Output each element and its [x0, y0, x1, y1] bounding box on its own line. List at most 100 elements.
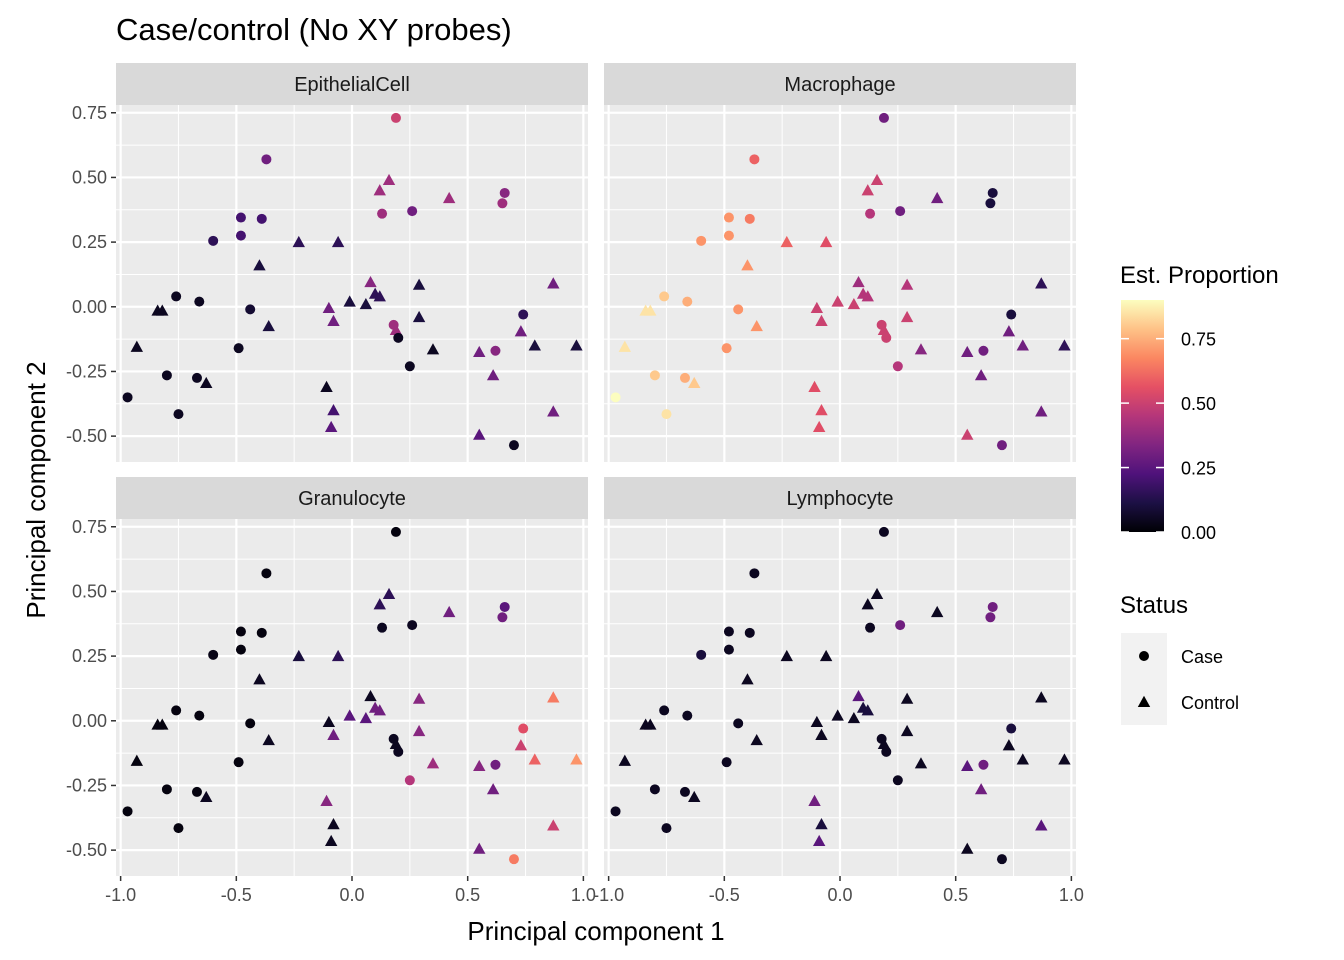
point-control: [914, 343, 928, 355]
point-control: [831, 295, 844, 307]
point-control: [688, 376, 701, 389]
point-case: [749, 154, 760, 165]
point-control: [900, 278, 914, 290]
point-control: [200, 790, 213, 803]
legend-symbol-circle: [1139, 651, 1149, 661]
point-case: [696, 235, 707, 246]
point-case: [723, 644, 734, 655]
point-case: [682, 296, 693, 307]
legend-item-case: Case: [1121, 633, 1223, 679]
point-case: [256, 627, 267, 638]
y-tick-label: 0.75: [72, 517, 107, 537]
point-case: [749, 568, 760, 579]
point-control: [870, 173, 884, 185]
y-tick-label: 0.50: [72, 581, 107, 601]
point-control: [547, 405, 560, 417]
facet-lymphocyte: Lymphocyte -1.0 -0.5 0.0 0.5 1.0: [593, 477, 1084, 905]
colorbar-tick-label: 0.25: [1181, 459, 1216, 479]
point-control: [473, 759, 486, 772]
point-case: [723, 212, 734, 223]
point-control: [852, 276, 865, 288]
point-case: [490, 345, 501, 356]
facet-epithelialcell: EpithelialCell -0.50 -0.25 0.00 0.25 0.50 0.75: [66, 63, 588, 462]
point-control: [812, 420, 826, 433]
point-case: [377, 622, 388, 633]
point-control: [473, 345, 486, 358]
point-control: [528, 339, 541, 351]
point-case: [518, 723, 529, 734]
point-control: [514, 325, 528, 337]
point-control: [343, 295, 356, 307]
point-control: [861, 704, 874, 716]
y-tick-label: 0.50: [72, 167, 107, 187]
point-case: [233, 343, 244, 354]
y-tick-label: -0.50: [66, 426, 107, 446]
point-control: [373, 184, 386, 196]
point-case: [161, 370, 172, 381]
point-control: [974, 783, 988, 795]
facet-strip-epithelialcell: [116, 63, 588, 105]
point-control: [810, 715, 824, 728]
facet-panels: EpithelialCell -0.50 -0.25 0.00 0.25 0.50 0.75…: [66, 63, 1084, 905]
point-case: [393, 746, 404, 757]
facet-granulocyte: Granulocyte -0.50 -0.25 0.00 0.25 0.50 0.75 -1.…: [66, 477, 596, 905]
point-control: [322, 301, 336, 314]
point-control: [815, 314, 828, 326]
point-case: [895, 620, 906, 631]
point-case: [978, 759, 989, 770]
point-control: [547, 691, 560, 703]
point-case: [233, 757, 244, 768]
point-case: [892, 775, 903, 786]
point-case: [245, 304, 256, 315]
point-control: [327, 728, 340, 740]
x-tick-label: 1.0: [571, 885, 596, 905]
point-case: [235, 626, 246, 637]
point-case: [878, 526, 889, 537]
legend-symbol-triangle: [1137, 695, 1151, 707]
point-control: [861, 184, 874, 196]
x-tick-label: -1.0: [105, 885, 136, 905]
point-control: [644, 718, 657, 730]
point-case: [518, 309, 529, 320]
point-control: [327, 404, 340, 416]
status-legend: Case Control: [1121, 633, 1239, 725]
point-case: [682, 710, 693, 721]
point-control: [1035, 405, 1048, 417]
x-tick-label: 1.0: [1059, 885, 1084, 905]
point-control: [815, 818, 828, 830]
point-case: [499, 601, 510, 612]
point-control: [900, 692, 914, 704]
point-case: [895, 206, 906, 217]
point-case: [497, 612, 508, 623]
point-case: [191, 372, 202, 383]
point-control: [930, 191, 944, 204]
point-control: [815, 404, 828, 416]
point-case: [733, 304, 744, 315]
point-control: [1016, 339, 1029, 351]
point-control: [486, 369, 500, 381]
y-tick-label: 0.25: [72, 646, 107, 666]
point-control: [618, 754, 632, 766]
point-control: [570, 339, 583, 351]
point-case: [256, 213, 267, 224]
point-control: [331, 649, 345, 662]
point-control: [961, 428, 974, 440]
point-case: [497, 198, 508, 209]
point-control: [547, 277, 560, 289]
point-case: [390, 112, 401, 123]
y-tick-label: -0.50: [66, 840, 107, 860]
point-control: [156, 718, 169, 730]
point-control: [364, 276, 377, 288]
facet-strip-macrophage: [604, 63, 1076, 105]
point-control: [130, 340, 144, 352]
point-control: [343, 709, 356, 721]
point-control: [373, 704, 386, 716]
legend-item-control: Control: [1121, 679, 1239, 725]
point-case: [235, 644, 246, 655]
point-control: [570, 753, 583, 765]
x-axis-title: Principal component 1: [467, 916, 724, 946]
point-control: [473, 428, 486, 440]
point-control: [412, 278, 426, 290]
point-control: [528, 753, 541, 765]
point-case: [235, 212, 246, 223]
